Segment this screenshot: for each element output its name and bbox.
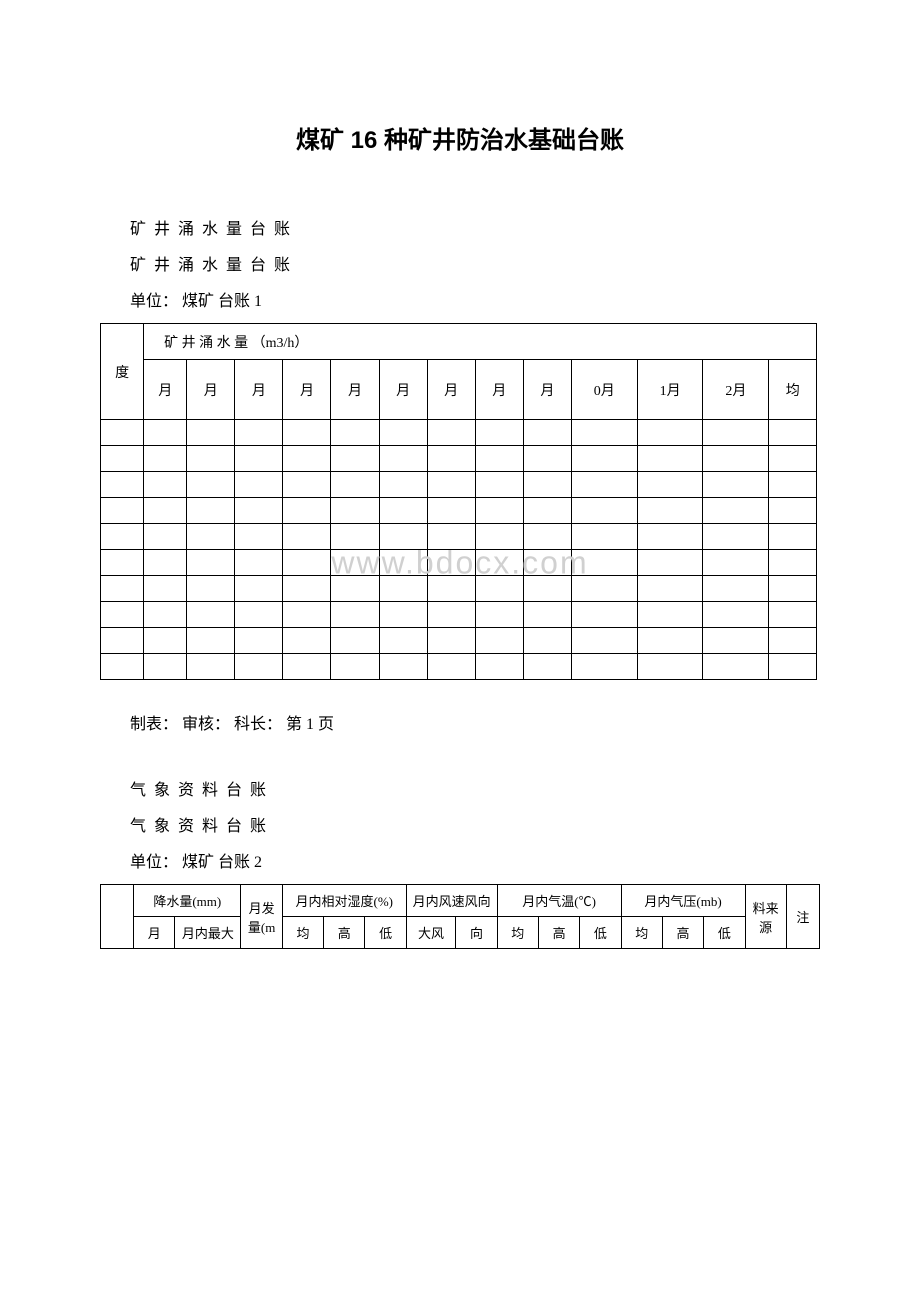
section1-line1: 矿 井 涌 水 量 台 账 (100, 215, 820, 239)
table1-month: 月 (427, 360, 475, 420)
table1-month: 月 (523, 360, 571, 420)
table2-avg: 均 (621, 917, 662, 949)
table2-month: 月 (134, 917, 175, 949)
section2-line1: 气 象 资 料 台 账 (100, 776, 820, 800)
section1-line3: 单位： 煤矿 台账 1 (100, 287, 820, 311)
table2-evap: 月发量(m (241, 885, 282, 949)
table1-month: 0月 (571, 360, 637, 420)
table2-high: 高 (324, 917, 365, 949)
table2-direction: 向 (456, 917, 497, 949)
table1-month: 月 (331, 360, 379, 420)
section2-line3: 单位： 煤矿 台账 2 (100, 848, 820, 872)
table1-month: 月 (283, 360, 331, 420)
section1-footer: 制表： 审核： 科长： 第 1 页 (100, 710, 820, 734)
table2-low: 低 (704, 917, 745, 949)
table2-avg: 均 (282, 917, 323, 949)
table2-bigwind: 大风 (406, 917, 456, 949)
section2-line2: 气 象 资 料 台 账 (100, 812, 820, 836)
table2-note: 注 (786, 885, 819, 949)
table1-month: 1月 (637, 360, 703, 420)
table2-pressure: 月内气压(mb) (621, 885, 745, 917)
table1: 度 矿 井 涌 水 量 （m3/h） 月 月 月 月 月 月 月 月 月 0月 … (100, 323, 820, 680)
table1-month: 月 (187, 360, 235, 420)
table2-temp: 月内气温(℃) (497, 885, 621, 917)
table2-humidity: 月内相对湿度(%) (282, 885, 406, 917)
table2-low: 低 (580, 917, 621, 949)
table2-source: 料来源 (745, 885, 786, 949)
table2-avg: 均 (497, 917, 538, 949)
table1-col0: 度 (101, 324, 144, 420)
table2-high: 高 (662, 917, 703, 949)
table2-wind: 月内风速风向 (406, 885, 497, 917)
table1-month: 月 (379, 360, 427, 420)
table1-header-span: 矿 井 涌 水 量 （m3/h） (144, 324, 817, 360)
table1-month: 2月 (703, 360, 769, 420)
table2-low: 低 (365, 917, 406, 949)
table2-monthmax: 月内最大 (175, 917, 241, 949)
table2-precip: 降水量(mm) (134, 885, 241, 917)
table2: 降水量(mm) 月发量(m 月内相对湿度(%) 月内风速风向 月内气温(℃) 月… (100, 884, 820, 949)
table1-month: 均 (769, 360, 817, 420)
table2-high: 高 (538, 917, 579, 949)
table1-month: 月 (235, 360, 283, 420)
table1-month: 月 (144, 360, 187, 420)
table1-month: 月 (475, 360, 523, 420)
page-title: 煤矿 16 种矿井防治水基础台账 (100, 120, 820, 155)
section1-line2: 矿 井 涌 水 量 台 账 (100, 251, 820, 275)
